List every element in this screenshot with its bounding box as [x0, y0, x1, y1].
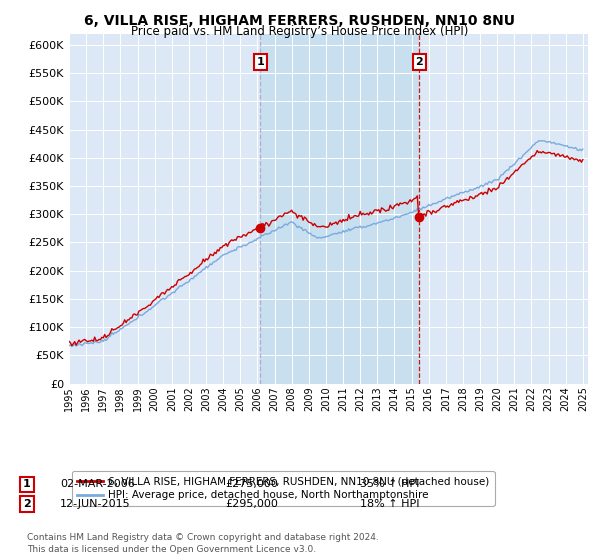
Text: 2: 2: [23, 499, 31, 509]
Text: £275,000: £275,000: [225, 479, 278, 489]
Text: 2: 2: [415, 57, 423, 67]
Legend: 6, VILLA RISE, HIGHAM FERRERS, RUSHDEN, NN10 8NU (detached house), HPI: Average : 6, VILLA RISE, HIGHAM FERRERS, RUSHDEN, …: [71, 471, 494, 506]
Text: 6, VILLA RISE, HIGHAM FERRERS, RUSHDEN, NN10 8NU: 6, VILLA RISE, HIGHAM FERRERS, RUSHDEN, …: [85, 14, 515, 28]
Text: 12-JUN-2015: 12-JUN-2015: [60, 499, 131, 509]
Text: 1: 1: [23, 479, 31, 489]
Text: Price paid vs. HM Land Registry’s House Price Index (HPI): Price paid vs. HM Land Registry’s House …: [131, 25, 469, 38]
Text: Contains HM Land Registry data © Crown copyright and database right 2024.
This d: Contains HM Land Registry data © Crown c…: [27, 533, 379, 554]
Text: 02-MAR-2006: 02-MAR-2006: [60, 479, 135, 489]
Text: 1: 1: [256, 57, 264, 67]
Text: £295,000: £295,000: [225, 499, 278, 509]
Bar: [260, 34, 419, 384]
Text: 35% ↑ HPI: 35% ↑ HPI: [360, 479, 419, 489]
Text: 18% ↑ HPI: 18% ↑ HPI: [360, 499, 419, 509]
